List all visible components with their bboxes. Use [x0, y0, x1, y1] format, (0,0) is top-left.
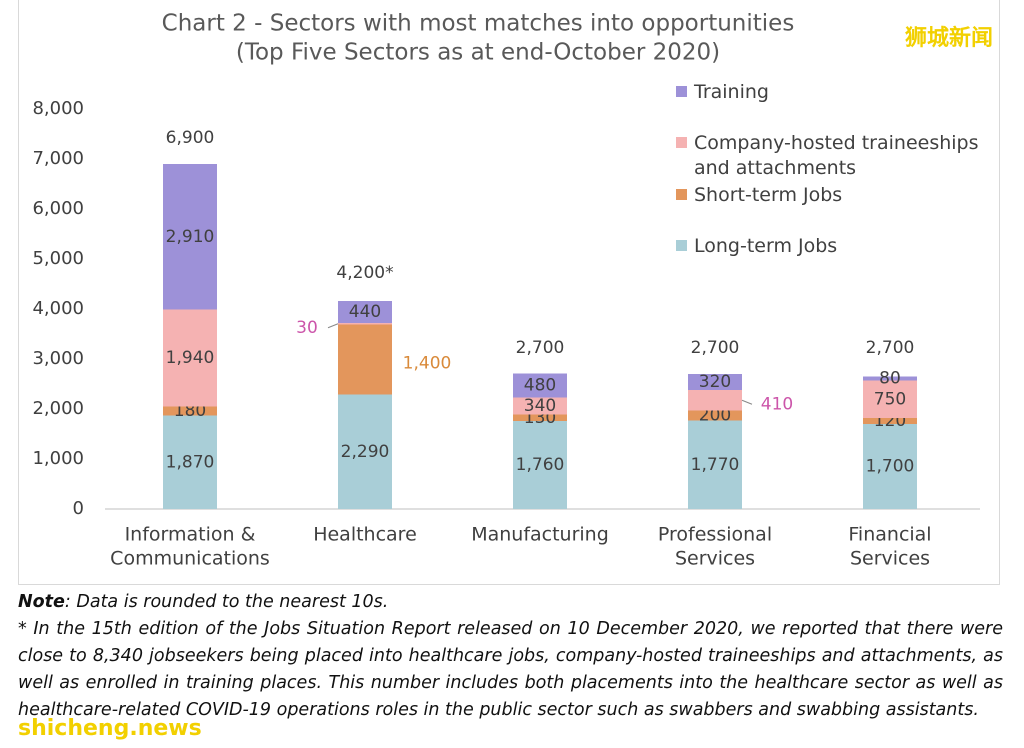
- legend-label: Company-hosted traineeships and attachme…: [694, 132, 979, 179]
- legend-label: Long-term Jobs: [694, 235, 838, 257]
- x-tick-label: Information &: [125, 524, 256, 546]
- value-label: 440: [349, 302, 381, 322]
- bar-segment: [688, 410, 742, 421]
- bar-segment: [338, 324, 392, 395]
- notes: Note: Data is rounded to the nearest 10s…: [18, 589, 1003, 724]
- bar-segment: [513, 397, 567, 415]
- x-tick-label: Healthcare: [313, 524, 417, 546]
- bar-segment: [163, 415, 217, 509]
- value-label: 1,870: [166, 452, 215, 472]
- watermark: shicheng.news: [18, 716, 202, 741]
- y-tick-label: 4,000: [32, 298, 84, 319]
- bar-segment: [688, 390, 742, 411]
- note-label: Note: [18, 592, 65, 612]
- x-tick-label: Communications: [110, 548, 270, 570]
- total-label: 2,700: [516, 338, 565, 358]
- value-label: 1,760: [516, 455, 565, 475]
- x-tick-label: Professional: [658, 524, 772, 546]
- value-label: 410: [761, 394, 793, 414]
- value-label: 750: [874, 389, 906, 409]
- total-label: 2,700: [866, 338, 915, 358]
- bar-segment: [688, 420, 742, 509]
- legend-swatch: [676, 86, 687, 97]
- value-label: 1,700: [866, 457, 915, 477]
- bar-segment: [863, 424, 917, 509]
- value-label: 480: [524, 376, 556, 396]
- legend-swatch: [676, 137, 687, 148]
- chart: Chart 2 - Sectors with most matches into…: [32, 11, 980, 570]
- bar-segment: [513, 421, 567, 509]
- y-tick-label: 0: [73, 498, 84, 519]
- y-tick-label: 2,000: [32, 398, 84, 419]
- legend-entry: Long-term Jobs: [676, 234, 984, 259]
- value-label: 1,770: [691, 455, 740, 475]
- bar-segment: [338, 323, 392, 325]
- bar-segment: [163, 309, 217, 407]
- bar-segment: [688, 374, 742, 390]
- bar-segment: [163, 164, 217, 310]
- chart-frame: [18, 0, 1000, 585]
- y-tick-label: 8,000: [32, 98, 84, 119]
- bar-segment: [863, 376, 917, 381]
- legend-entry: Company-hosted traineeships and attachme…: [676, 131, 984, 181]
- total-label: 6,900: [166, 128, 215, 148]
- legend-label: Short-term Jobs: [694, 184, 843, 206]
- bar-segment: [338, 394, 392, 509]
- y-tick-label: 1,000: [32, 448, 84, 469]
- legend-entry: Training: [676, 80, 984, 105]
- watermark: 狮城新闻: [905, 26, 994, 51]
- total-label: 2,700: [691, 338, 740, 358]
- x-tick-label: Financial: [848, 524, 931, 546]
- legend-entry: Short-term Jobs: [676, 183, 984, 208]
- bar-segment: [338, 301, 392, 323]
- legend-label: Training: [694, 81, 769, 103]
- legend-swatch: [676, 240, 687, 251]
- value-label: 30: [296, 318, 318, 338]
- x-tick-label: Services: [850, 548, 930, 570]
- legend-swatch: [676, 189, 687, 200]
- bar-segment: [863, 380, 917, 418]
- y-tick-label: 7,000: [32, 148, 84, 169]
- value-label: 1,400: [403, 354, 452, 374]
- bar-segment: [513, 414, 567, 421]
- value-label: 340: [524, 396, 556, 416]
- note-text: : Data is rounded to the nearest 10s.: [64, 592, 389, 612]
- chart-subtitle: (Top Five Sectors as at end-October 2020…: [236, 40, 720, 66]
- value-label: 1,940: [166, 348, 215, 368]
- bar-segment: [513, 373, 567, 398]
- x-tick-label: Services: [675, 548, 755, 570]
- y-tick-label: 6,000: [32, 198, 84, 219]
- total-label: 4,200*: [336, 263, 393, 283]
- y-tick-label: 5,000: [32, 248, 84, 269]
- y-tick-label: 3,000: [32, 348, 84, 369]
- bar-segment: [163, 406, 217, 416]
- chart-title: Chart 2 - Sectors with most matches into…: [162, 11, 795, 37]
- bar-segment: [863, 418, 917, 424]
- value-label: 2,290: [341, 442, 390, 462]
- x-tick-label: Manufacturing: [471, 524, 609, 546]
- value-label: 320: [699, 372, 731, 392]
- value-label: 2,910: [166, 227, 215, 247]
- leader-line: [741, 399, 753, 405]
- value-label: 80: [879, 369, 901, 389]
- leader-line: [327, 323, 339, 329]
- footnote: * In the 15th edition of the Jobs Situat…: [18, 619, 1003, 720]
